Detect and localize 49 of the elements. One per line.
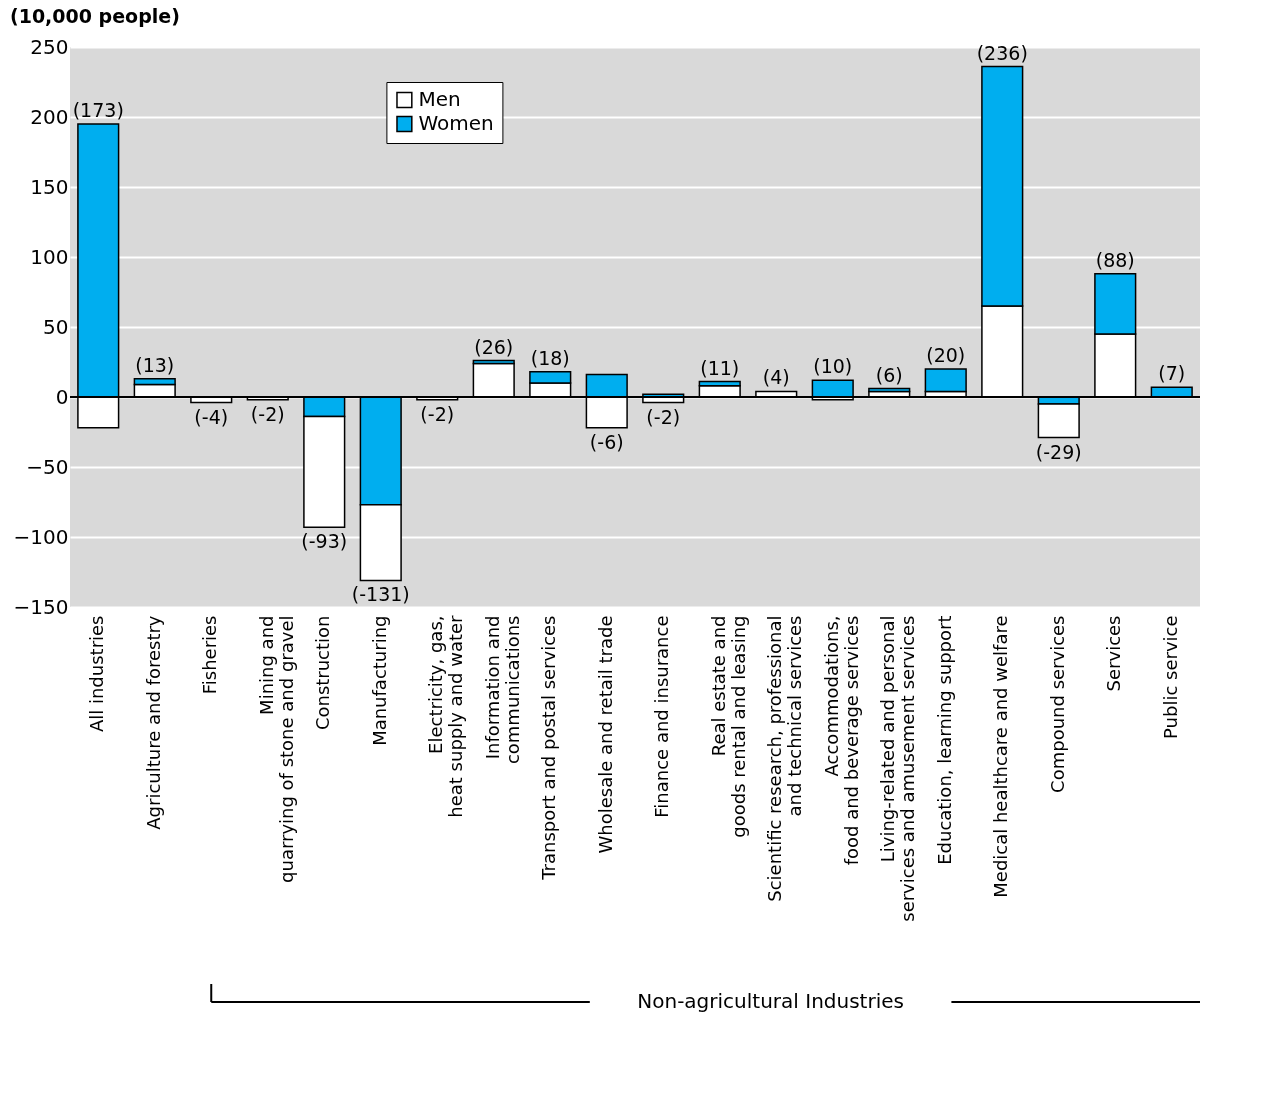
text: (-2): [250, 402, 285, 425]
text: (13): [135, 353, 175, 376]
text: (-6): [589, 430, 624, 453]
bar: [868, 387, 911, 393]
legend-label: Men: [418, 87, 461, 111]
text: (173): [72, 99, 124, 121]
x-tick-label: Education, learning support: [933, 615, 955, 865]
y-tick-label: 50: [43, 314, 69, 339]
x-tick-label: Services: [1103, 615, 1125, 692]
x-tick-label: Agriculture and forestry: [142, 615, 164, 830]
x-tick-label: Manufacturing: [368, 615, 390, 746]
x-tick-label: Wholesale and retail trade: [594, 615, 616, 854]
y-tick-label: −150: [13, 594, 69, 619]
y-axis-title: (10,000 people): [10, 5, 180, 27]
text: (20): [926, 344, 966, 366]
text: (11): [700, 356, 740, 379]
text: (-131): [351, 583, 410, 606]
x-tick-label: Compound services: [1046, 615, 1068, 793]
y-tick-label: 100: [30, 244, 69, 269]
text: (236): [976, 41, 1028, 64]
text: (4): [762, 366, 790, 389]
y-tick-label: 200: [30, 104, 69, 129]
text: (-2): [646, 405, 681, 428]
y-tick-label: 250: [30, 34, 69, 59]
text: (-93): [301, 530, 348, 553]
x-tick-label: Construction: [312, 615, 334, 731]
x-tick-label: Public service: [1159, 615, 1181, 739]
text: (7): [1158, 362, 1186, 385]
text: (-29): [1035, 440, 1082, 463]
bar: [924, 368, 967, 393]
text: (88): [1095, 248, 1135, 271]
text: (-2): [420, 402, 455, 425]
y-tick-label: −100: [13, 524, 69, 549]
x-tick-label: Finance and insurance: [651, 615, 673, 818]
text: (-4): [194, 405, 229, 428]
text: (6): [875, 363, 903, 386]
x-tick-label: Mining and quarrying of stone and gravel: [255, 615, 297, 883]
y-tick-label: 0: [55, 384, 69, 409]
text: Non-agricultural Industries: [637, 989, 904, 1013]
x-tick-label: Medical healthcare and welfare: [990, 615, 1012, 898]
y-tick-label: −50: [26, 454, 69, 479]
y-tick-label: 150: [30, 174, 69, 199]
x-tick-label: All industries: [86, 615, 108, 733]
text: (10): [813, 355, 853, 378]
text: (18): [530, 346, 570, 369]
legend-label: Women: [418, 111, 494, 135]
x-tick-label: Transport and postal services: [538, 615, 560, 881]
text: (26): [474, 335, 514, 358]
x-tick-label: Fisheries: [199, 615, 221, 695]
